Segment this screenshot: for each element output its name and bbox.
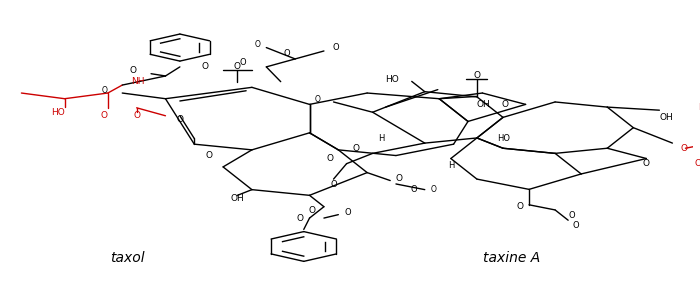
Text: OH: OH	[477, 100, 491, 109]
Text: HO: HO	[51, 108, 64, 117]
Text: H: H	[379, 134, 385, 143]
Text: O: O	[353, 144, 360, 153]
Text: O: O	[517, 202, 524, 211]
Text: O: O	[332, 43, 340, 52]
Text: H: H	[448, 161, 454, 170]
Text: HO: HO	[497, 134, 510, 143]
Text: O: O	[255, 40, 260, 49]
Text: OH: OH	[659, 113, 673, 122]
Text: O: O	[396, 174, 403, 183]
Text: O: O	[568, 211, 575, 220]
Text: O: O	[410, 185, 417, 194]
Text: O: O	[202, 62, 209, 71]
Text: O: O	[643, 159, 650, 168]
Text: O: O	[326, 154, 333, 163]
Text: O: O	[239, 58, 246, 67]
Text: O: O	[573, 221, 580, 230]
Text: HO: HO	[698, 103, 700, 112]
Text: O: O	[176, 115, 183, 124]
Text: O: O	[344, 208, 351, 217]
Text: O: O	[502, 100, 509, 109]
Text: O: O	[102, 86, 108, 95]
Text: O: O	[680, 144, 687, 153]
Text: O: O	[234, 62, 241, 71]
Text: O: O	[130, 66, 136, 75]
Text: O: O	[133, 111, 140, 120]
Text: O: O	[284, 49, 290, 58]
Text: O: O	[314, 95, 321, 104]
Text: taxol: taxol	[110, 251, 144, 265]
Text: OH: OH	[230, 194, 244, 203]
Text: O: O	[473, 71, 480, 80]
Text: HO: HO	[385, 75, 399, 84]
Text: O: O	[430, 185, 436, 194]
Text: taxine A: taxine A	[482, 251, 540, 265]
Text: O: O	[297, 214, 304, 223]
Text: O: O	[695, 159, 700, 168]
Text: O: O	[101, 111, 108, 120]
Text: O: O	[205, 151, 212, 160]
Text: NH: NH	[131, 77, 144, 86]
Text: O: O	[330, 180, 337, 189]
Text: O: O	[308, 206, 315, 214]
